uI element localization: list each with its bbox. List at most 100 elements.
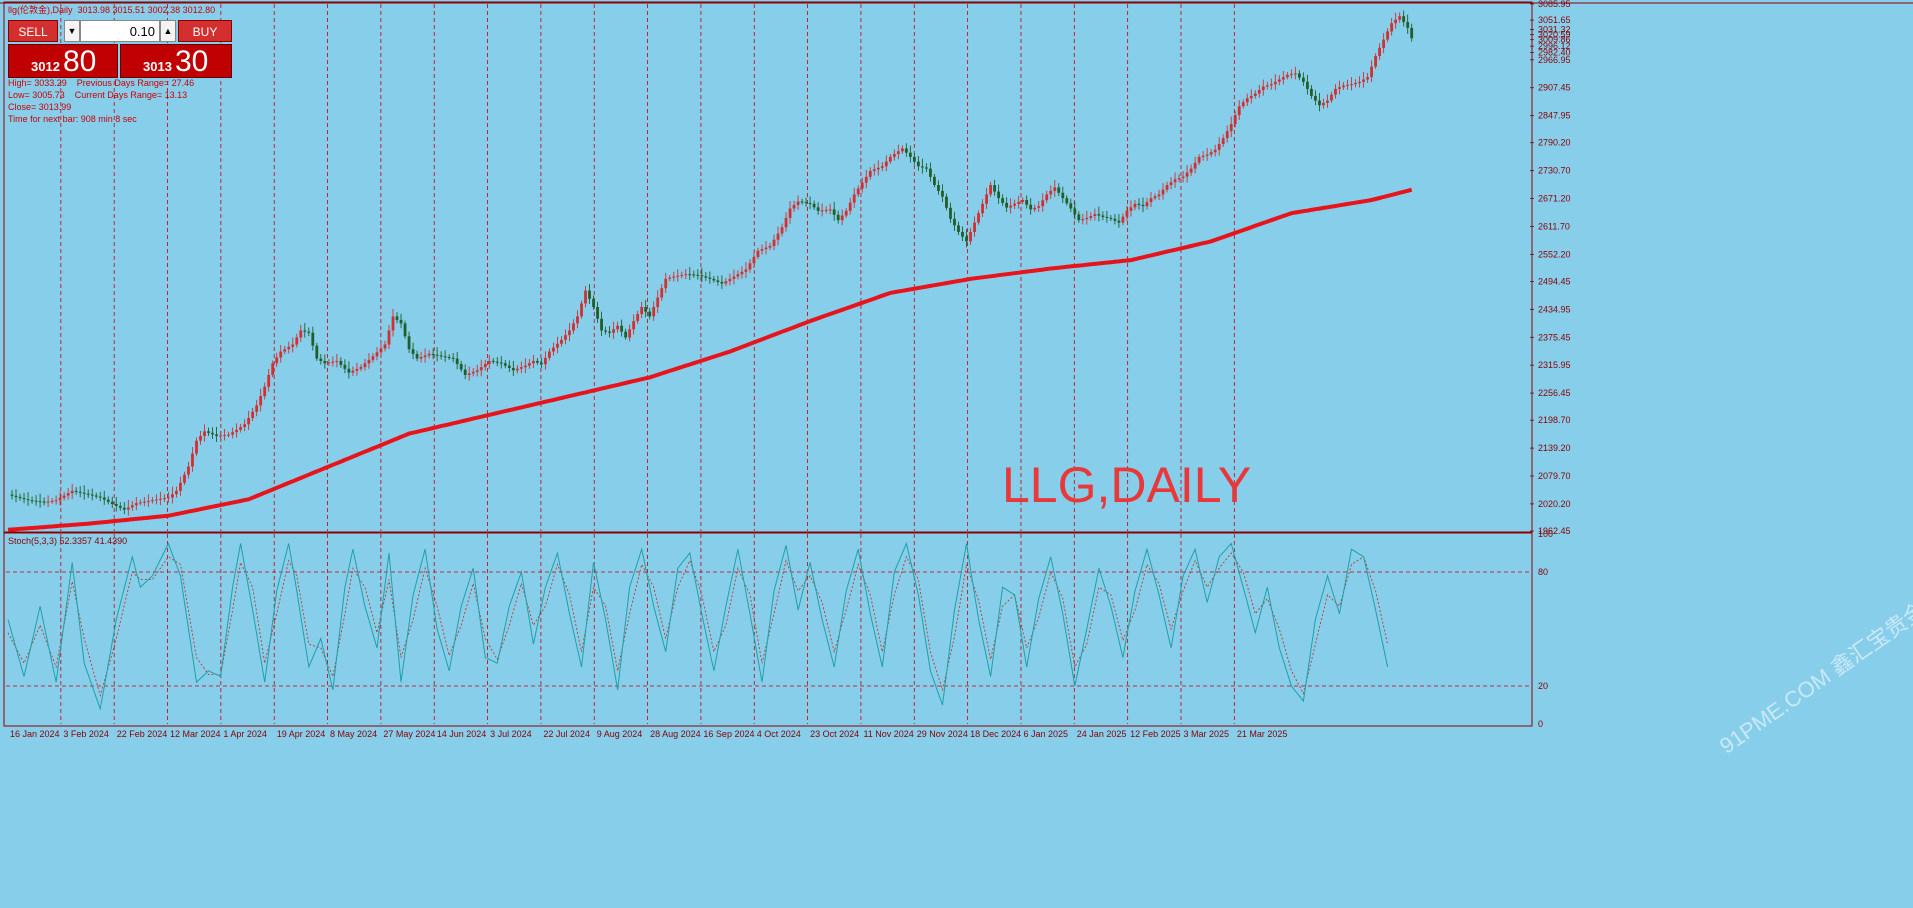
candle-body — [704, 276, 708, 278]
candle-body — [455, 358, 459, 365]
price-tick-label: 2982.40 — [1538, 48, 1571, 58]
candle-body — [363, 363, 367, 368]
candle-body — [307, 331, 311, 333]
lot-increase-icon[interactable]: ▲ — [160, 20, 176, 42]
lot-size-input[interactable]: 0.10 — [80, 20, 160, 42]
buy-button[interactable]: BUY — [178, 20, 232, 42]
main-frame — [3, 1, 1533, 534]
candle-body — [1157, 194, 1161, 197]
candle-body — [1273, 81, 1277, 85]
lot-decrease-icon[interactable]: ▼ — [64, 20, 80, 42]
candle-body — [1233, 115, 1237, 125]
buy-price-small: 3013 — [143, 59, 172, 74]
candle-body — [1318, 100, 1321, 106]
candle-body — [921, 166, 924, 168]
price-tick-label: 2079.70 — [1538, 471, 1571, 481]
candle-body — [1281, 77, 1285, 80]
candle-body — [351, 370, 355, 373]
candle-body — [953, 218, 956, 226]
candle-body — [1330, 94, 1333, 101]
candle-body — [138, 502, 142, 504]
buy-price-box[interactable]: 3013 30 — [120, 44, 232, 78]
candle-body — [531, 360, 535, 364]
candle-body — [768, 246, 772, 248]
candle-body — [993, 185, 996, 192]
price-tick-label: 2611.70 — [1538, 221, 1570, 231]
candle-body — [167, 497, 170, 499]
candle-body — [852, 194, 856, 203]
candle-body — [961, 231, 964, 237]
candle-body — [925, 167, 928, 169]
candle-body — [106, 499, 110, 502]
price-tick-label: 3020.59 — [1538, 30, 1571, 40]
candle-body — [535, 360, 539, 363]
candle-body — [1229, 124, 1233, 132]
candle-body — [888, 156, 892, 162]
candle-body — [1153, 196, 1157, 199]
candle-body — [1394, 19, 1398, 24]
candle-body — [1297, 73, 1301, 78]
candle-body — [383, 344, 387, 349]
candle-body — [1109, 217, 1113, 219]
candle-body — [154, 499, 158, 501]
price-tick-label: 2139.20 — [1538, 443, 1571, 453]
candle-body — [1077, 214, 1081, 221]
candle-body — [98, 496, 102, 498]
candle-body — [556, 343, 559, 348]
candle-body — [1057, 187, 1061, 193]
candle-body — [1289, 74, 1293, 76]
candle-body — [844, 210, 848, 216]
candle-body — [146, 500, 150, 502]
candle-body — [195, 440, 198, 454]
candle-body — [836, 214, 840, 221]
candle-body — [347, 368, 351, 373]
candle-body — [720, 281, 724, 284]
candle-body — [969, 231, 972, 242]
candle-body — [503, 363, 507, 366]
candle-body — [732, 276, 736, 279]
candle-body — [367, 359, 371, 364]
candle-body — [620, 325, 624, 332]
sell-button[interactable]: SELL — [8, 20, 58, 42]
candle-body — [26, 499, 30, 501]
candle-body — [319, 358, 323, 361]
candle-body — [323, 360, 327, 364]
candle-body — [311, 332, 315, 346]
candle-body — [624, 331, 628, 338]
candle-body — [475, 370, 479, 372]
candle-body — [14, 495, 18, 497]
candle-body — [423, 355, 427, 358]
candle-body — [604, 330, 607, 332]
sell-price-box[interactable]: 3012 80 — [8, 44, 118, 78]
candle-body — [1189, 168, 1193, 173]
moving-average-line — [7, 187, 1413, 532]
candle-body — [937, 185, 940, 191]
candle-body — [752, 256, 756, 264]
candle-body — [628, 329, 632, 338]
candle-body — [1334, 88, 1337, 95]
candle-body — [1097, 214, 1101, 216]
candle-body — [1326, 100, 1329, 103]
date-tick-label: 1 Apr 2024 — [223, 729, 267, 739]
candle-body — [616, 325, 620, 330]
candle-body — [211, 432, 214, 435]
candle-body — [1013, 203, 1017, 206]
candle-body — [688, 274, 692, 276]
candle-body — [1342, 85, 1345, 88]
candle-body — [1257, 90, 1261, 94]
candle-body — [860, 182, 864, 189]
candle-body — [287, 346, 291, 350]
candle-body — [985, 194, 988, 204]
price-tick-label: 3085.95 — [1538, 0, 1571, 9]
candle-body — [748, 263, 752, 270]
candle-body — [1237, 106, 1241, 116]
price-tick-label: 2671.20 — [1538, 194, 1571, 204]
candle-body — [820, 210, 824, 212]
candle-body — [840, 215, 844, 221]
candle-body — [1217, 143, 1221, 150]
stats-timer-line: Time for next bar: 908 min 8 sec — [8, 114, 137, 124]
candle-body — [1165, 185, 1169, 190]
candle-body — [411, 349, 415, 354]
candle-body — [656, 297, 660, 307]
